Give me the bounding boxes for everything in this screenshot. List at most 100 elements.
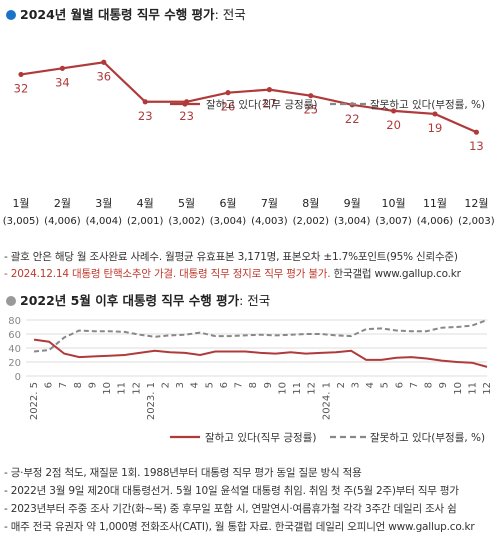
chart1-x-tick-label: 4월 (137, 197, 154, 210)
chart1-positive-label: 23 (179, 109, 194, 123)
chart2-x-tick-label: 11 (467, 382, 478, 395)
chart2-x-tick-label: 10 (102, 382, 113, 395)
chart2-x-tick-label: 8 (73, 382, 84, 388)
chart2-y-tick-label: 60 (8, 330, 21, 341)
chart1-positive-label: 34 (55, 75, 70, 89)
chart2-x-tick-label: 2024. 1 (321, 382, 332, 420)
chart1-x-tick-label: 1월 (12, 197, 29, 210)
chart1-sample-size-label: (3,004) (210, 216, 247, 227)
chart1-positive-point (266, 87, 272, 93)
chart1-positive-point (391, 108, 397, 114)
chart2-x-tick-label: 12 (307, 382, 318, 395)
chart2-x-tick-label: 7 (409, 382, 420, 388)
chart1-legend-positive-label: 잘하고 있다(직무 긍정률) (206, 98, 317, 111)
chart2-x-tick-label: 5 (380, 382, 391, 388)
chart2-x-tick-label: 10 (453, 382, 464, 395)
chart1-x-tick-label: 2월 (54, 197, 71, 210)
chart2-x-tick-label: 3 (350, 382, 361, 388)
chart2-x-tick-label: 4 (365, 382, 376, 388)
chart2-x-tick-label: 6 (219, 382, 230, 388)
chart2-x-tick-label: 5 (204, 382, 215, 388)
chart2-x-tick-label: 7 (58, 382, 69, 388)
chart1-x-tick-label: 8월 (302, 197, 319, 210)
chart2-x-tick-label: 6 (44, 382, 55, 388)
chart1-positive-label: 13 (469, 139, 484, 153)
chart2-x-tick-label: 9 (438, 382, 449, 388)
chart1-x-tick-label: 3월 (95, 197, 112, 210)
chart2-x-tick-label: 2023. 1 (146, 382, 157, 420)
chart2-x-tick-label: 8 (248, 382, 259, 388)
chart1-legend-negative-label: 잘못하고 있다(부정률, %) (370, 98, 485, 111)
chart1-note-2-red: - 2024.12.14 대통령 탄핵소추안 가결. 대통령 직무 정지로 직무… (4, 268, 331, 280)
chart2-title: 2022년 5월 이후 대통령 직무 수행 평가: 전국 (6, 290, 270, 309)
chart2-x-tick-label: 11 (117, 382, 128, 395)
chart1-positive-point (59, 65, 65, 71)
chart2-series-negative-line (33, 319, 488, 353)
chart1-positive-label: 25 (303, 103, 318, 117)
chart1-positive-label: 32 (14, 81, 29, 95)
chart2-x-tick-label: 2 (336, 382, 347, 388)
chart1-sample-size-label: (3,002) (168, 216, 205, 227)
chart1-sample-size-label: (4,003) (251, 216, 288, 227)
chart1-x-tick-label: 6월 (219, 197, 236, 210)
chart1-positive-point (432, 111, 438, 117)
chart2-series-positive-line (33, 338, 488, 368)
chart1-legend-positive-marker (182, 101, 188, 107)
chart1-x-tick-label: 9월 (344, 197, 361, 210)
chart2-title-suffix: : 전국 (239, 293, 271, 308)
chart2-y-tick-label: 40 (8, 344, 21, 355)
chart1-title: 2024년 월별 대통령 직무 수행 평가: 전국 (6, 4, 246, 23)
chart1-positive-label: 19 (428, 121, 443, 135)
chart2-note-1: - 긍·부정 2점 척도, 재질문 1회. 1988년부터 대통령 직무 평가 … (4, 467, 362, 479)
chart2-x-tick-label: 7 (234, 382, 245, 388)
chart2-x-tick-label: 12 (482, 382, 493, 395)
chart2-y-tick-label: 20 (8, 358, 21, 369)
chart1-positive-point (18, 71, 24, 78)
chart2-y-tick-label: 0 (15, 372, 21, 383)
chart2-x-tick-label: 11 (292, 382, 303, 395)
chart1-sample-size-label: (4,006) (417, 216, 454, 227)
chart1: 6058576768656464697072803234362323262725… (3, 59, 495, 227)
chart2-x-tick-label: 3 (175, 382, 186, 388)
chart2-title-dot (6, 296, 16, 306)
chart1-sample-size-label: (2,001) (127, 216, 164, 227)
chart1-sample-size-label: (3,007) (375, 216, 412, 227)
chart1-sample-size-label: (4,004) (86, 216, 123, 227)
chart1-positive-label: 20 (386, 118, 401, 132)
chart1-positive-label: 22 (345, 112, 360, 126)
chart1-x-tick-label: 10월 (382, 197, 406, 210)
chart1-title-dot (6, 10, 16, 20)
chart2-note-4: - 매주 전국 유권자 약 1,000명 전화조사(CATI), 월 통합 자료… (4, 521, 475, 533)
chart1-positive-point (142, 99, 148, 105)
chart2-legend-positive-label: 잘하고 있다(직무 긍정률) (205, 431, 316, 444)
chart2-note-3: - 2023년부터 주중 조사 기간(화~목) 중 후무일 포함 시, 연말연시… (4, 503, 457, 515)
chart2-x-tick-label: 4 (190, 382, 201, 388)
chart1-positive-label: 23 (138, 109, 153, 123)
chart1-sample-size-label: (2,003) (458, 216, 495, 227)
chart2-x-tick-label: 12 (131, 382, 142, 395)
chart2-legend-negative-label: 잘못하고 있다(부정률, %) (370, 431, 485, 444)
chart1-positive-point (308, 93, 314, 99)
chart2-x-tick-label: 10 (277, 382, 288, 395)
chart1-note-1: - 괄호 안은 해당 월 조사완료 사례수. 월평균 유효표본 3,171명, … (4, 251, 458, 263)
chart1-positive-label: 36 (96, 69, 111, 83)
chart1-sample-size-label: (3,004) (334, 216, 371, 227)
chart1-note-2: - 2024.12.14 대통령 탄핵소추안 가결. 대통령 직무 정지로 직무… (4, 266, 461, 281)
chart2-title-text: 2022년 5월 이후 대통령 직무 수행 평가 (20, 293, 240, 308)
chart1-positive-point (101, 59, 107, 65)
chart1-sample-size-label: (4,006) (44, 216, 81, 227)
chart2-x-tick-label: 9 (263, 382, 274, 388)
chart1-positive-label: 26 (221, 100, 236, 114)
chart1-x-tick-label: 12월 (464, 197, 488, 210)
chart1-positive-point (473, 129, 479, 135)
chart2-x-tick-label: 6 (394, 382, 405, 388)
chart1-title-suffix: : 전국 (214, 7, 246, 22)
chart1-sample-size-label: (2,002) (293, 216, 330, 227)
chart1-note-2-source: 한국갤럽 www.gallup.co.kr (330, 268, 461, 280)
chart2-note-2: - 2022년 3월 9일 제20대 대통령선거. 5월 10일 윤석열 대통령… (4, 485, 459, 497)
chart1-positive-point (225, 90, 231, 96)
chart1-x-tick-label: 5월 (178, 197, 195, 210)
chart1-sample-size-label: (3,005) (3, 216, 40, 227)
chart1-title-text: 2024년 월별 대통령 직무 수행 평가 (20, 7, 215, 22)
